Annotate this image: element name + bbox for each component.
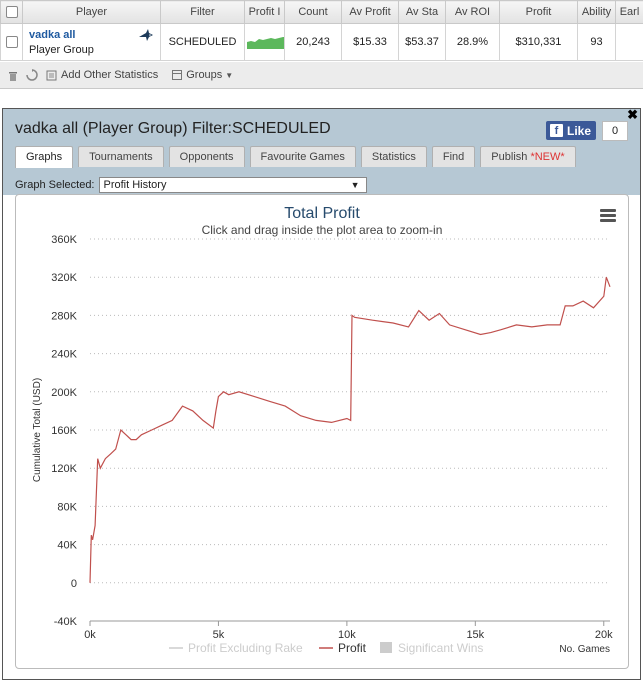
y-tick-label: 280K xyxy=(51,310,77,322)
table-row[interactable]: vadka all Player Group SCHEDULED 20,243 … xyxy=(0,23,643,61)
x-tick-label: 0k xyxy=(84,629,96,641)
tab-publish[interactable]: Publish *NEW* xyxy=(480,146,576,167)
y-tick-label: 160K xyxy=(51,425,77,437)
col-profit[interactable]: Profit xyxy=(499,0,578,24)
shark-icon xyxy=(139,29,153,41)
panel-title: vadka all (Player Group) Filter:SCHEDULE… xyxy=(15,120,331,137)
count-value: 20,243 xyxy=(284,23,342,61)
x-tick-label: 5k xyxy=(213,629,225,641)
new-badge: *NEW* xyxy=(530,151,565,163)
dropdown-arrow-icon: ▼ xyxy=(350,180,360,190)
x-axis-label: No. Games xyxy=(559,644,610,655)
av-profit-value: $15.33 xyxy=(341,23,399,61)
tab-favourite-games[interactable]: Favourite Games xyxy=(249,146,356,167)
tab-statistics[interactable]: Statistics xyxy=(360,146,427,167)
y-tick-label: 320K xyxy=(51,272,77,284)
graph-selector: Graph Selected: Profit History ▼ xyxy=(15,177,367,193)
y-tick-label: 360K xyxy=(51,234,77,246)
tab-find[interactable]: Find xyxy=(431,146,476,167)
y-tick-label: 120K xyxy=(51,463,77,475)
col-earliest[interactable]: Earl xyxy=(615,0,643,24)
like-count: 0 xyxy=(602,121,628,141)
chart-subtitle: Click and drag inside the plot area to z… xyxy=(202,223,443,237)
y-tick-label: 80K xyxy=(57,501,77,513)
profit-sparkline xyxy=(244,23,285,61)
av-roi-value: 28.9% xyxy=(445,23,500,61)
legend-wins-symbol xyxy=(380,642,392,653)
player-cell[interactable]: vadka all Player Group xyxy=(22,23,161,61)
groups-button[interactable]: Groups ▼ xyxy=(172,69,233,81)
y-tick-label: 240K xyxy=(51,349,77,361)
y-tick-label: 40K xyxy=(57,540,77,552)
y-axis-label: Cumulative Total (USD) xyxy=(32,378,43,482)
table-toolbar: Add Other Statistics Groups ▼ xyxy=(0,62,643,89)
graph-selected-label: Graph Selected: xyxy=(15,179,95,191)
player-group-label: Player Group xyxy=(29,43,94,56)
panel-tabs: Graphs Tournaments Opponents Favourite G… xyxy=(15,146,581,168)
col-ability[interactable]: Ability xyxy=(577,0,616,24)
groups-icon xyxy=(172,70,183,80)
earliest-value xyxy=(615,23,643,61)
tab-graphs[interactable]: Graphs xyxy=(15,146,74,168)
graph-select-value: Profit History xyxy=(103,179,167,191)
chart-title: Total Profit xyxy=(284,205,360,222)
player-table: Player Filter Profit I Count Av Profit A… xyxy=(0,0,643,61)
delete-icon[interactable] xyxy=(8,70,18,81)
col-av-stake[interactable]: Av Sta xyxy=(398,0,446,24)
filter-value: SCHEDULED xyxy=(160,23,245,61)
add-statistics-icon xyxy=(46,70,57,80)
col-player[interactable]: Player xyxy=(22,0,161,24)
select-all-checkbox[interactable] xyxy=(0,0,23,24)
row-checkbox[interactable] xyxy=(0,23,23,61)
facebook-icon: f xyxy=(550,124,563,137)
ability-value: 93 xyxy=(577,23,616,61)
tab-tournaments[interactable]: Tournaments xyxy=(78,146,164,167)
tab-opponents[interactable]: Opponents xyxy=(168,146,245,167)
col-filter[interactable]: Filter xyxy=(160,0,245,24)
x-tick-label: 15k xyxy=(466,629,484,641)
profit-series-line xyxy=(89,276,611,583)
panel-header: ✖ vadka all (Player Group) Filter:SCHEDU… xyxy=(3,107,640,195)
chart-container[interactable]: Total Profit Click and drag inside the pl… xyxy=(15,194,629,669)
facebook-like-button[interactable]: f Like xyxy=(546,121,596,140)
chevron-down-icon: ▼ xyxy=(225,70,234,80)
y-tick-label: 0 xyxy=(71,578,77,590)
col-profit-graph[interactable]: Profit I xyxy=(244,0,285,24)
tab-publish-label: Publish xyxy=(491,151,528,163)
table-header-row: Player Filter Profit I Count Av Profit A… xyxy=(0,0,643,24)
legend-profit-label: Profit xyxy=(338,641,367,655)
add-statistics-button[interactable]: Add Other Statistics xyxy=(46,69,158,81)
y-tick-label: -40K xyxy=(54,616,78,628)
col-count[interactable]: Count xyxy=(284,0,342,24)
player-name-link[interactable]: vadka all xyxy=(29,28,76,41)
legend-rake-label: Profit Excluding Rake xyxy=(188,641,303,655)
legend-wins-label: Significant Wins xyxy=(398,641,483,655)
chart-menu-icon[interactable] xyxy=(600,209,616,224)
av-stake-value: $53.37 xyxy=(398,23,446,61)
like-label: Like xyxy=(567,123,592,138)
y-tick-label: 200K xyxy=(51,387,77,399)
refresh-icon[interactable] xyxy=(26,69,38,81)
player-detail-panel: ✖ vadka all (Player Group) Filter:SCHEDU… xyxy=(2,107,641,680)
add-statistics-label: Add Other Statistics xyxy=(61,69,159,81)
close-icon[interactable]: ✖ xyxy=(627,107,638,122)
col-av-roi[interactable]: Av ROI xyxy=(445,0,500,24)
x-tick-label: 20k xyxy=(595,629,613,641)
col-av-profit[interactable]: Av Profit xyxy=(341,0,399,24)
graph-select-dropdown[interactable]: Profit History ▼ xyxy=(98,177,367,193)
profit-value: $310,331 xyxy=(499,23,578,61)
x-tick-label: 10k xyxy=(338,629,356,641)
groups-label: Groups xyxy=(186,69,223,81)
